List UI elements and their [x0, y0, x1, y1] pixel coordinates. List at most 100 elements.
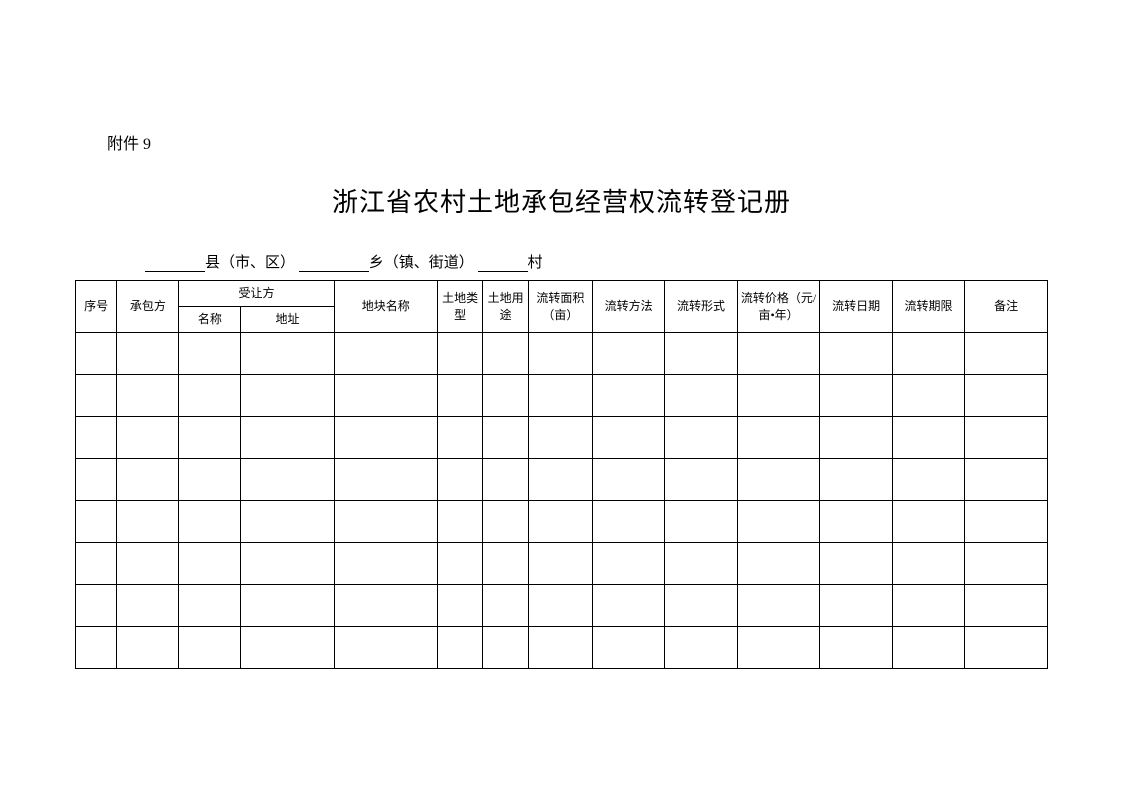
table-cell [665, 627, 737, 669]
table-cell [892, 585, 964, 627]
table-cell [965, 585, 1048, 627]
table-cell [737, 585, 820, 627]
table-cell [334, 627, 437, 669]
table-cell [117, 585, 179, 627]
table-row [76, 501, 1048, 543]
table-cell [528, 333, 592, 375]
township-blank [299, 254, 369, 272]
table-cell [820, 417, 892, 459]
table-cell [483, 375, 528, 417]
header-transferee-name: 名称 [179, 307, 241, 333]
table-cell [483, 333, 528, 375]
header-transfer-price: 流转价格（元/亩•年） [737, 281, 820, 333]
header-transfer-form: 流转形式 [665, 281, 737, 333]
table-cell [528, 543, 592, 585]
table-cell [528, 501, 592, 543]
table-cell [76, 333, 117, 375]
table-cell [117, 417, 179, 459]
table-cell [820, 543, 892, 585]
table-cell [737, 543, 820, 585]
table-cell [334, 375, 437, 417]
table-cell [592, 459, 664, 501]
table-row [76, 375, 1048, 417]
table-cell [437, 627, 482, 669]
header-transfer-period: 流转期限 [892, 281, 964, 333]
table-cell [665, 375, 737, 417]
table-cell [820, 585, 892, 627]
table-cell [892, 459, 964, 501]
table-cell [334, 501, 437, 543]
table-cell [820, 627, 892, 669]
table-cell [737, 627, 820, 669]
table-cell [76, 627, 117, 669]
table-cell [483, 501, 528, 543]
table-cell [483, 585, 528, 627]
header-transfer-method: 流转方法 [592, 281, 664, 333]
location-line: 县（市、区） 乡（镇、街道） 村 [145, 251, 1048, 272]
table-cell [737, 375, 820, 417]
attachment-label: 附件 9 [107, 130, 1048, 154]
table-cell [892, 501, 964, 543]
table-row [76, 333, 1048, 375]
table-cell [241, 543, 334, 585]
table-cell [76, 501, 117, 543]
table-cell [179, 333, 241, 375]
table-cell [483, 627, 528, 669]
table-cell [334, 585, 437, 627]
header-seq: 序号 [76, 281, 117, 333]
table-cell [665, 459, 737, 501]
table-cell [592, 417, 664, 459]
table-cell [437, 585, 482, 627]
table-cell [117, 627, 179, 669]
header-land-type: 土地类型 [437, 281, 482, 333]
header-contractor: 承包方 [117, 281, 179, 333]
table-cell [892, 543, 964, 585]
table-cell [592, 543, 664, 585]
county-blank [145, 254, 205, 272]
table-cell [528, 627, 592, 669]
table-cell [965, 417, 1048, 459]
table-cell [528, 585, 592, 627]
table-cell [437, 543, 482, 585]
table-row [76, 459, 1048, 501]
header-transferee-addr: 地址 [241, 307, 334, 333]
table-cell [592, 375, 664, 417]
table-cell [820, 375, 892, 417]
table-cell [76, 585, 117, 627]
header-remark: 备注 [965, 281, 1048, 333]
table-cell [483, 417, 528, 459]
table-cell [965, 375, 1048, 417]
table-cell [437, 333, 482, 375]
table-cell [820, 501, 892, 543]
table-cell [241, 627, 334, 669]
table-cell [241, 501, 334, 543]
table-row [76, 585, 1048, 627]
table-cell [76, 375, 117, 417]
table-cell [76, 459, 117, 501]
table-cell [892, 375, 964, 417]
table-cell [892, 417, 964, 459]
table-cell [437, 459, 482, 501]
table-cell [437, 375, 482, 417]
table-cell [179, 459, 241, 501]
table-cell [437, 417, 482, 459]
village-suffix: 村 [528, 255, 543, 271]
table-cell [737, 333, 820, 375]
table-cell [179, 417, 241, 459]
table-cell [483, 459, 528, 501]
header-transfer-date: 流转日期 [820, 281, 892, 333]
table-cell [965, 333, 1048, 375]
table-cell [892, 627, 964, 669]
table-cell [179, 627, 241, 669]
table-cell [117, 543, 179, 585]
table-row [76, 417, 1048, 459]
table-cell [241, 417, 334, 459]
table-cell [528, 459, 592, 501]
table-row [76, 543, 1048, 585]
table-cell [179, 501, 241, 543]
registration-table: 序号 承包方 受让方 地块名称 土地类型 土地用途 流转面积（亩） 流转方法 流… [75, 280, 1048, 669]
table-cell [334, 333, 437, 375]
table-cell [737, 459, 820, 501]
table-cell [179, 375, 241, 417]
table-cell [528, 417, 592, 459]
